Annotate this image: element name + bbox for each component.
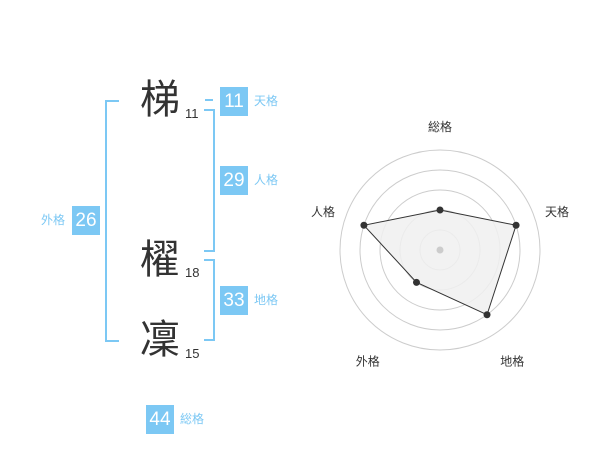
- radar-axis-label: 人格: [311, 204, 335, 219]
- chikaku-label: 地格: [254, 293, 279, 307]
- jinkaku-bracket: [204, 109, 215, 252]
- radar-ring: [359, 169, 521, 331]
- jinkaku-label: 人格: [254, 173, 279, 187]
- radar-point-4: [412, 278, 420, 286]
- radar-ring: [339, 149, 541, 351]
- radar-axis-label: 総格: [428, 119, 452, 134]
- name-char-2: 櫂: [140, 237, 180, 283]
- radar-point-1: [436, 206, 444, 214]
- radar-point-2: [512, 221, 520, 229]
- radar-point-5: [360, 221, 368, 229]
- strokes-2: 18: [185, 265, 200, 280]
- radar-axis-label: 地格: [500, 354, 524, 369]
- chikaku-bracket: [204, 259, 215, 341]
- radar-axis-label: 外格: [356, 354, 380, 369]
- name-char-3: 凜: [140, 317, 180, 363]
- gaikaku-bracket: [105, 100, 119, 342]
- gaikaku-value: 26: [72, 206, 100, 235]
- radar-point-3: [483, 311, 491, 319]
- jinkaku-value: 29: [220, 166, 248, 195]
- chikaku-value: 33: [220, 286, 248, 315]
- soukaku-value: 44: [146, 405, 174, 434]
- radar-area: [362, 209, 517, 316]
- name-char-1: 梯: [140, 77, 180, 123]
- tenkaku-label: 天格: [254, 94, 279, 108]
- tenkaku-value: 11: [220, 87, 248, 116]
- radar-center: [436, 246, 444, 254]
- soukaku-label: 総格: [180, 412, 205, 426]
- strokes-1: 11: [185, 106, 199, 121]
- strokes-3: 15: [185, 346, 200, 361]
- radar-axis-label: 天格: [545, 204, 569, 219]
- tenkaku-bracket: [205, 99, 213, 101]
- gaikaku-label: 外格: [41, 213, 66, 227]
